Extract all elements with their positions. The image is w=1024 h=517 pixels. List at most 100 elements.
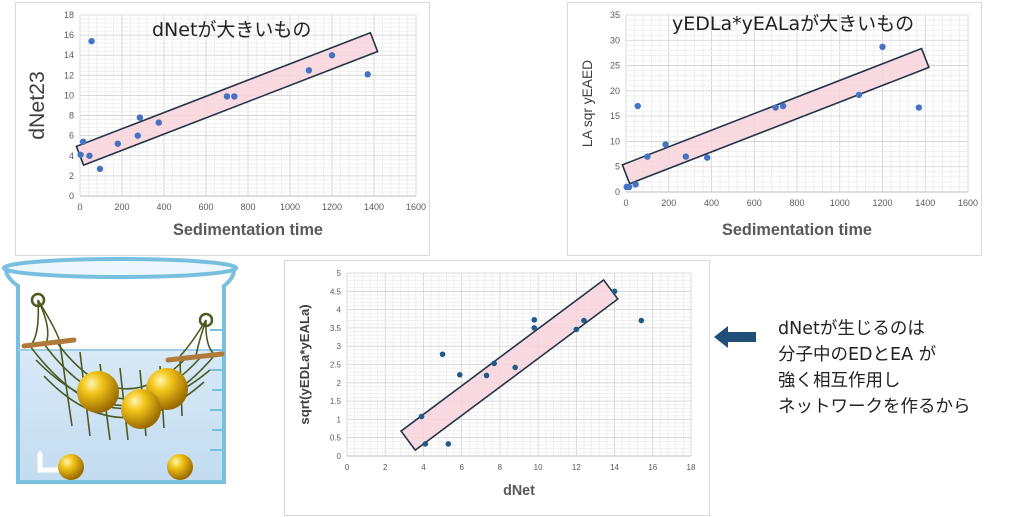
data-point	[772, 104, 779, 111]
y-tick-label: 4	[69, 151, 74, 161]
data-point	[632, 181, 639, 188]
x-tick-label: 1200	[322, 202, 342, 212]
y-tick-label: 3	[337, 342, 342, 351]
data-point	[531, 325, 538, 331]
note-line: 分子中のEDとEA が	[778, 345, 937, 365]
highlight-band	[399, 278, 619, 452]
gridlines	[346, 272, 692, 457]
data-point	[305, 67, 313, 74]
x-tick-label: 0	[77, 202, 82, 212]
x-tick-label: 600	[747, 198, 762, 208]
x-axis-label: Sedimentation time	[722, 221, 872, 239]
data-point	[879, 43, 886, 51]
y-tick-label: 6	[69, 131, 74, 141]
x-tick-label: 10	[534, 463, 543, 472]
x-tick-label: 1600	[406, 202, 426, 212]
data-point	[114, 140, 122, 147]
data-point	[136, 114, 144, 121]
x-tick-label: 6	[459, 463, 464, 472]
x-tick-label: 1600	[958, 198, 978, 208]
x-tick-label: 1000	[830, 198, 850, 208]
x-tick-label: 400	[704, 198, 719, 208]
note-line: 強く相互作用し	[778, 371, 901, 391]
y-tick-label: 10	[610, 136, 620, 146]
y-tick-label: 30	[610, 35, 620, 45]
arrow-left-icon	[714, 326, 756, 348]
data-point	[418, 413, 425, 420]
y-tick-label: 0	[615, 187, 620, 197]
x-tick-label: 200	[114, 202, 129, 212]
beaker-outline	[3, 265, 237, 484]
data-point	[96, 165, 104, 173]
data-point	[512, 364, 518, 371]
data-point	[86, 152, 93, 159]
data-point	[439, 351, 446, 358]
y-axis-label: dNet23	[25, 71, 49, 140]
x-tick-label: 600	[198, 202, 213, 212]
y-tick-label: 8	[69, 111, 74, 121]
chart-2-svg: 0 200 400 600 800 1000 1200 1400 1600 0 5 10 15 20 25 3…	[580, 10, 978, 239]
hammock-bar	[21, 337, 77, 349]
data-point	[581, 317, 587, 324]
x-tick-label: 1400	[364, 202, 384, 212]
data-point	[915, 104, 923, 111]
hammock-bar	[165, 351, 225, 363]
y-tick-label: 4.5	[330, 287, 342, 296]
y-axis-label: LA sqr yEAED	[580, 60, 595, 147]
data-point	[445, 441, 452, 447]
x-tick-label: 0	[623, 198, 628, 208]
y-tick-label: 0	[69, 191, 74, 201]
y-tick-label: 5	[615, 162, 620, 172]
y-tick-label: 15	[610, 111, 620, 121]
y-tick-label: 16	[64, 30, 74, 40]
data-point	[704, 154, 711, 161]
data-point	[456, 371, 463, 378]
gridlines	[625, 14, 969, 193]
data-point	[638, 317, 645, 324]
data-point	[223, 93, 231, 100]
y-tick-label: 5	[337, 269, 342, 278]
y-axis-label: sqrt(yEDLa*yEALa)	[297, 304, 312, 424]
data-point	[644, 153, 651, 160]
x-tick-label: 8	[498, 463, 503, 472]
y-tick-label: 0.5	[330, 434, 342, 443]
y-tick-label: 2.5	[330, 361, 342, 370]
y-tick-label: 10	[64, 90, 74, 100]
measure-marks	[210, 329, 224, 451]
data-point	[483, 372, 490, 379]
note-line: ネットワークを作るから	[778, 397, 971, 417]
x-tick-label: 16	[648, 463, 657, 472]
x-tick-label: 2	[383, 463, 388, 472]
data-point	[231, 93, 238, 100]
y-tick-label: 2	[69, 171, 74, 181]
data-point	[79, 138, 87, 145]
data-point	[634, 102, 641, 110]
y-tick-label: 1.5	[330, 397, 342, 406]
data-point	[531, 317, 538, 323]
x-tick-label: 18	[687, 463, 696, 472]
data-point	[611, 288, 618, 295]
x-tick-label: 400	[156, 202, 171, 212]
x-tick-label: 12	[572, 463, 581, 472]
x-tick-label: 1000	[280, 202, 300, 212]
x-tick-label: 14	[610, 463, 619, 472]
data-point	[573, 326, 580, 333]
y-tick-label: 2	[337, 379, 342, 388]
x-tick-label: 800	[240, 202, 255, 212]
y-tick-label: 25	[610, 61, 620, 71]
y-tick-label: 20	[610, 86, 620, 96]
x-tick-label: 0	[345, 463, 350, 472]
data-point	[682, 153, 690, 160]
data-point	[855, 91, 863, 99]
data-point	[662, 141, 669, 148]
chart-3-svg: 0 2 4 6 8 10 12 14 16 18 0 0.5 1 1.5 2 2.5 3 3.5 4 4.5 5 dNet…	[297, 269, 696, 499]
data-point	[779, 102, 787, 110]
x-axis-label: dNet	[503, 483, 535, 499]
chart-1-title: dNetが大きいもの	[152, 19, 312, 41]
chart-2-title: yEDLa*yEALaが大きいもの	[672, 13, 915, 35]
data-point	[77, 151, 84, 158]
data-point	[155, 119, 162, 126]
data-point	[422, 441, 429, 447]
x-tick-label: 1400	[915, 198, 935, 208]
chart-1-svg: 0 200 400 600 800 1000 1200 1400 1600 0 2 4 6 8 10 12 14…	[25, 10, 426, 239]
